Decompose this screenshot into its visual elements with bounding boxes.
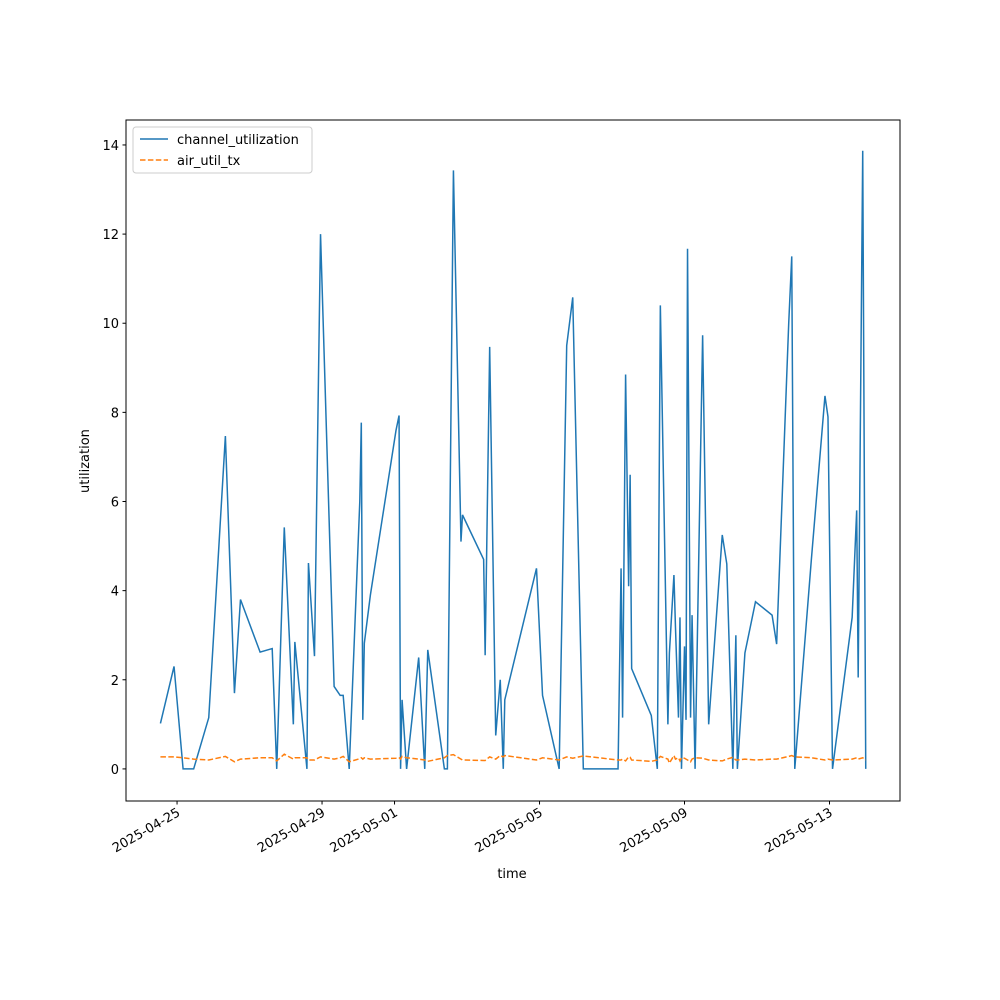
y-tick-label: 10	[102, 317, 119, 332]
x-tick-label: 2025-04-25	[110, 805, 183, 856]
x-axis-label: time	[497, 867, 526, 882]
x-tick-label: 2025-05-05	[473, 805, 546, 856]
y-tick-label: 0	[111, 763, 119, 778]
y-tick-label: 4	[111, 585, 119, 600]
y-axis-label: utilization	[78, 429, 93, 493]
plot-frame	[125, 119, 901, 802]
series-line	[159, 150, 867, 770]
y-tick-label: 14	[102, 139, 119, 154]
series-line	[160, 753, 867, 765]
x-tick-label: 2025-04-29	[255, 805, 328, 856]
y-tick-label: 6	[111, 496, 119, 511]
x-tick-label: 2025-05-13	[763, 805, 836, 856]
legend-label: channel_utilization	[177, 133, 299, 148]
y-tick-label: 2	[111, 674, 119, 689]
y-tick-label: 8	[111, 406, 119, 421]
legend-label: air_util_tx	[177, 154, 241, 169]
x-tick-label: 2025-05-09	[618, 805, 691, 856]
legend-box	[132, 126, 313, 174]
y-tick-label: 12	[102, 228, 119, 243]
legend: channel_utilization air_util_tx	[132, 126, 313, 174]
x-tick-label: 2025-05-01	[328, 805, 401, 856]
